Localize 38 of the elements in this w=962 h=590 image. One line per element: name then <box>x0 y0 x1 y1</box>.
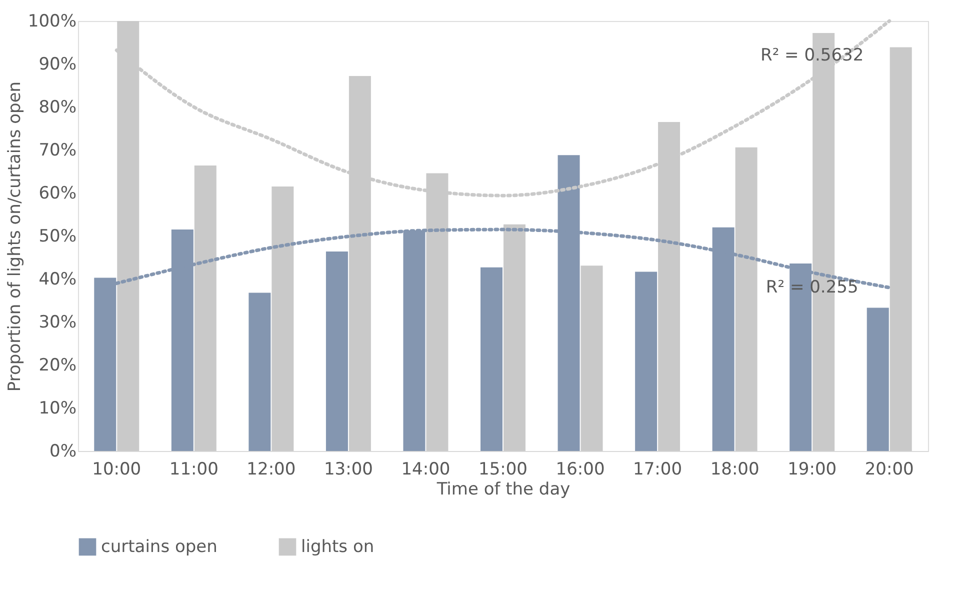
bar <box>326 251 348 451</box>
x-tick-label: 16:00 <box>556 460 605 480</box>
y-tick-label: 90% <box>38 54 76 74</box>
y-tick-label: 50% <box>38 226 76 246</box>
y-tick-label: 80% <box>38 98 76 118</box>
annotation: R² = 0.5632 <box>760 45 864 66</box>
x-tick-label: 19:00 <box>788 460 837 480</box>
bar <box>635 272 658 451</box>
x-tick-label: 17:00 <box>633 460 682 480</box>
y-tick-label: 70% <box>38 140 76 160</box>
y-tick-label: 10% <box>38 398 76 418</box>
y-tick-label: 20% <box>38 356 76 376</box>
bar <box>503 224 526 451</box>
x-tick-label: 13:00 <box>324 460 373 480</box>
x-tick-label: 10:00 <box>92 460 142 480</box>
x-tick-label: 20:00 <box>864 460 914 480</box>
x-tick-label: 15:00 <box>478 460 528 480</box>
bar <box>890 47 912 451</box>
x-tick-label: 18:00 <box>710 460 760 480</box>
bar <box>248 292 271 451</box>
y-tick-label: 100% <box>28 12 76 32</box>
x-tick-label: 11:00 <box>169 460 218 480</box>
bar <box>735 147 758 451</box>
bar <box>194 165 216 451</box>
y-tick-label: 60% <box>38 184 76 204</box>
x-axis-title: Time of the day <box>436 480 570 500</box>
legend-label: curtains open <box>101 536 218 557</box>
bar <box>480 267 503 451</box>
y-tick-label: 0% <box>50 442 76 462</box>
y-axis-title: Proportion of lights on/curtains open <box>4 81 25 392</box>
y-tick-label: 30% <box>38 312 76 332</box>
bar <box>866 308 889 451</box>
bar <box>272 186 294 451</box>
legend-label: lights on <box>301 536 374 557</box>
x-tick-label: 12:00 <box>246 460 296 480</box>
x-tick-label: 14:00 <box>401 460 450 480</box>
y-tick-label: 40% <box>38 270 76 290</box>
bar <box>580 266 603 451</box>
